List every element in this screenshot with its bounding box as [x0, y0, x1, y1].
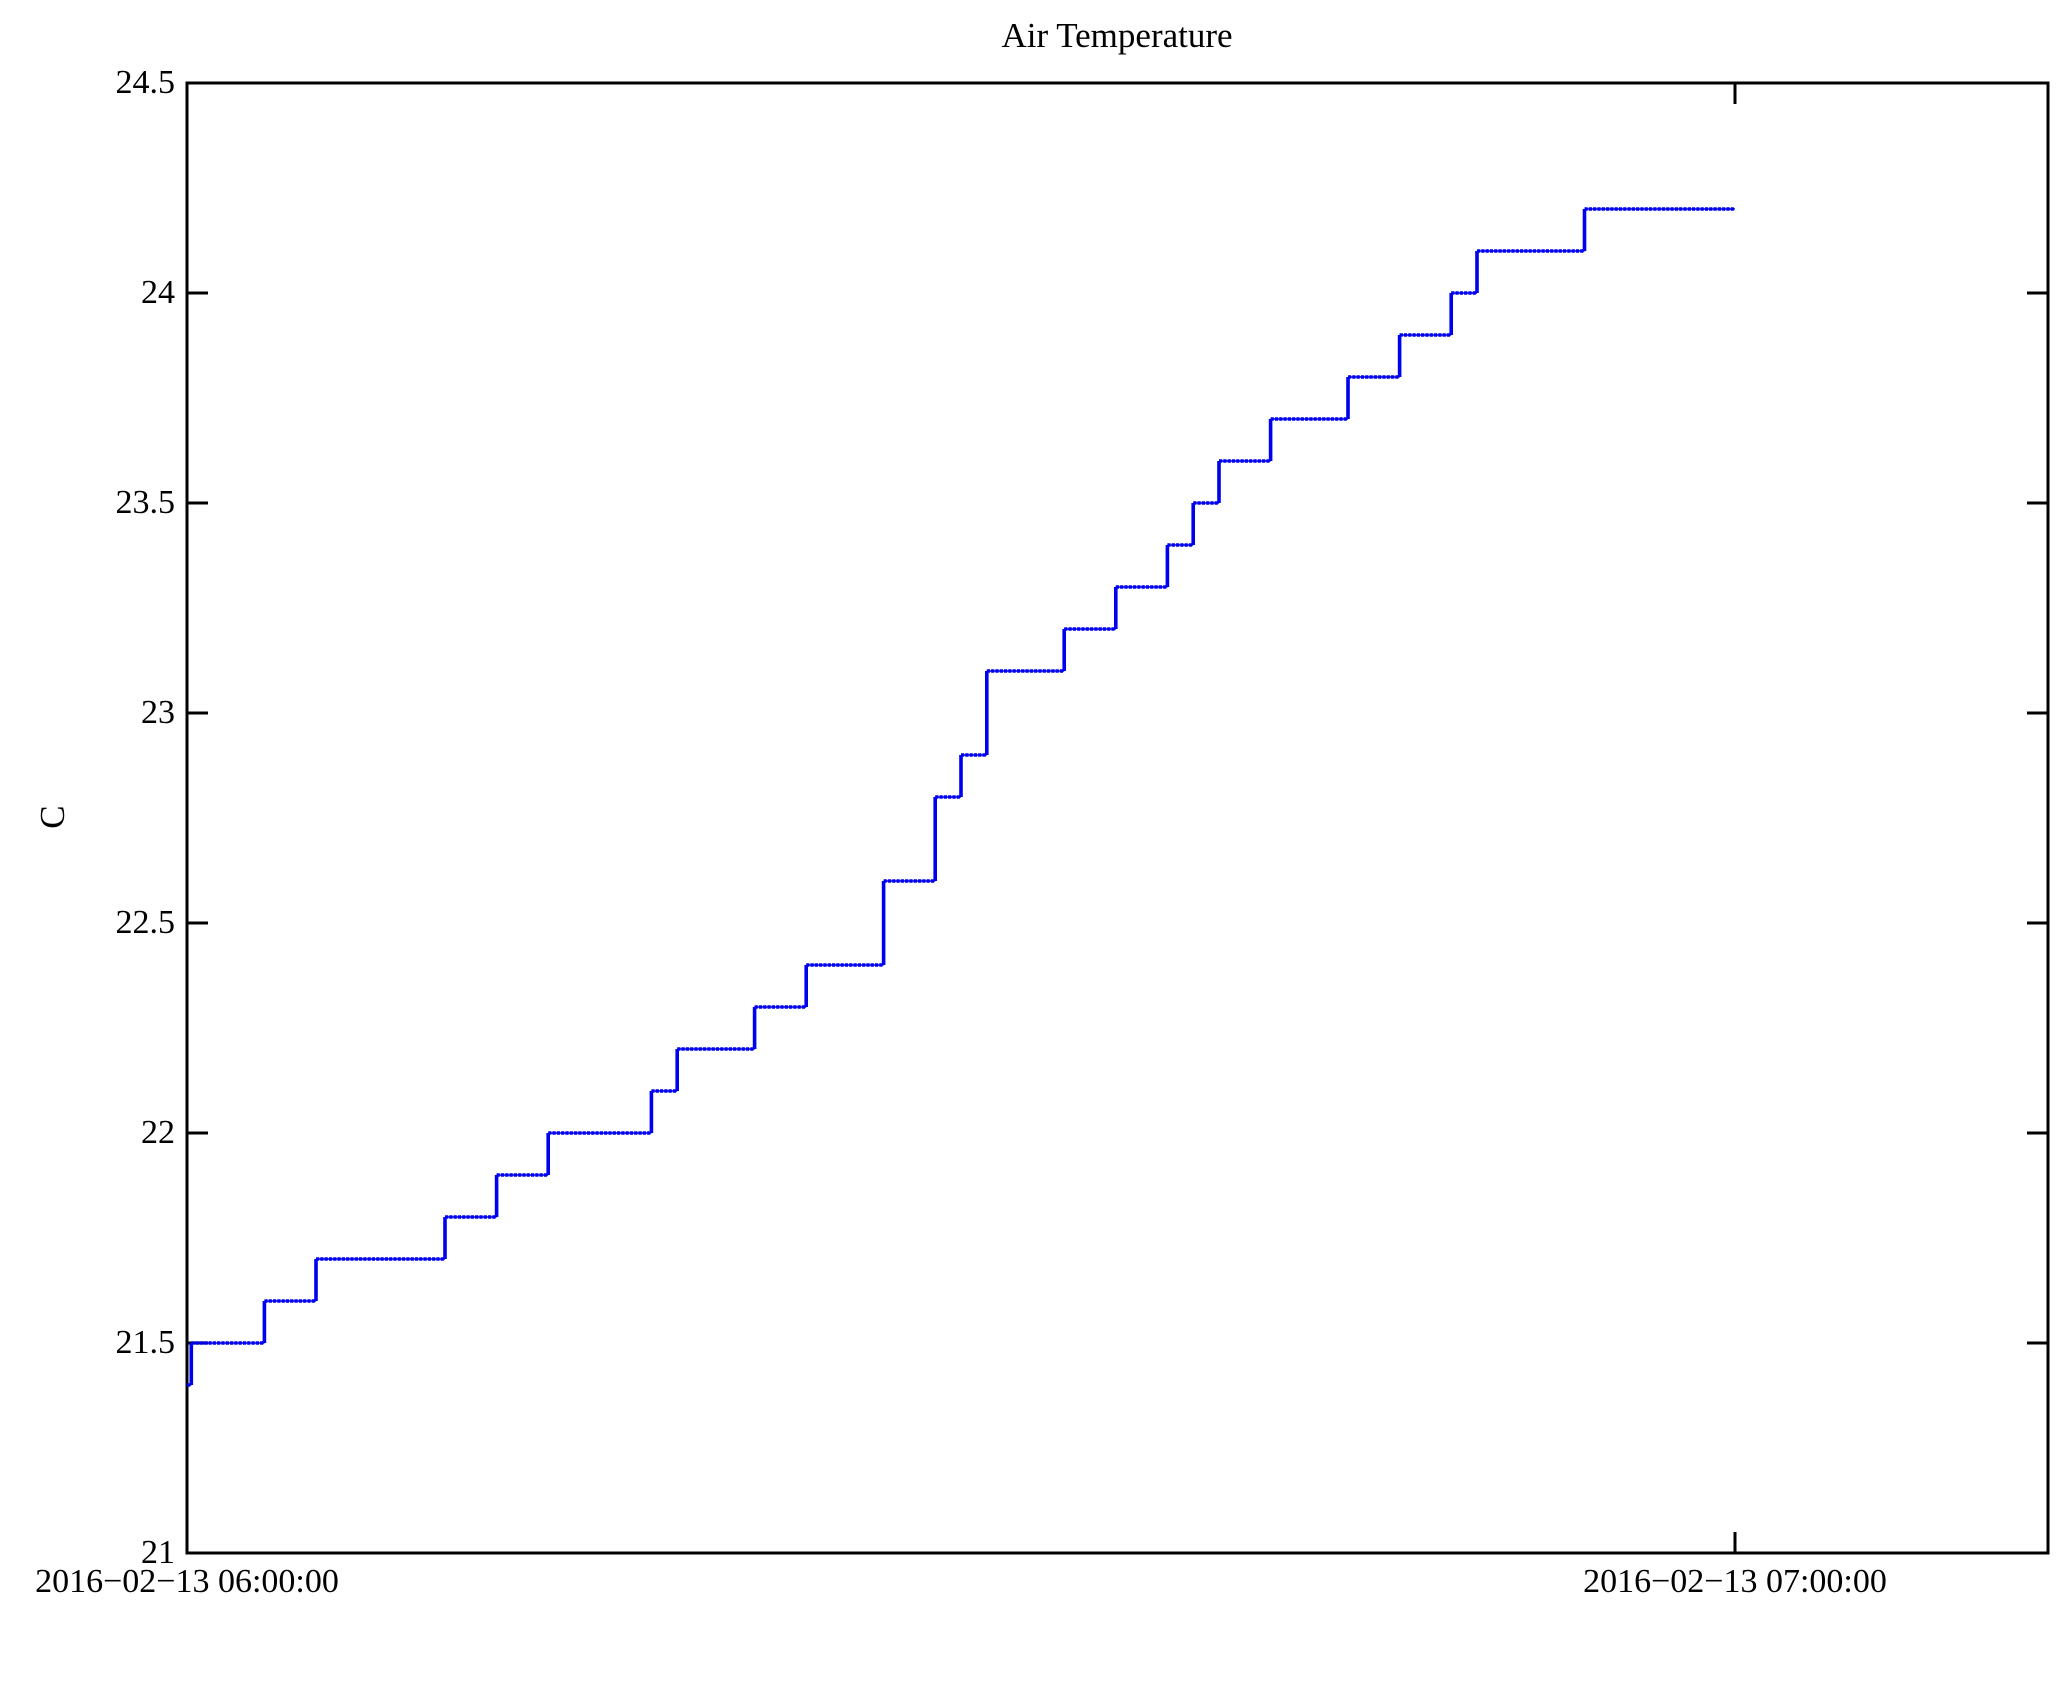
y-tick-label: 23 — [141, 694, 175, 731]
axis-tick-marks — [185, 81, 2048, 1555]
y-tick-label: 21 — [141, 1534, 175, 1571]
temperature-step-line — [187, 207, 1735, 1387]
x-tick-label-end: 2016−02−13 07:00:00 — [1583, 1563, 1887, 1600]
y-tick-label: 24 — [141, 274, 175, 311]
chart-title: Air Temperature — [1001, 16, 1233, 55]
y-tick-label: 23.5 — [115, 484, 176, 521]
y-tick-label: 22 — [141, 1114, 175, 1151]
x-tick-label-start: 2016−02−13 06:00:00 — [35, 1563, 339, 1600]
y-tick-label: 21.5 — [115, 1324, 176, 1361]
axes-box — [185, 81, 2050, 1555]
plot-border — [185, 81, 2050, 1555]
line-horizontal-dashes — [187, 207, 1735, 1387]
y-tick-label: 24.5 — [115, 64, 176, 101]
y-tick-label: 22.5 — [115, 904, 176, 941]
line-risers — [189, 209, 1587, 1385]
